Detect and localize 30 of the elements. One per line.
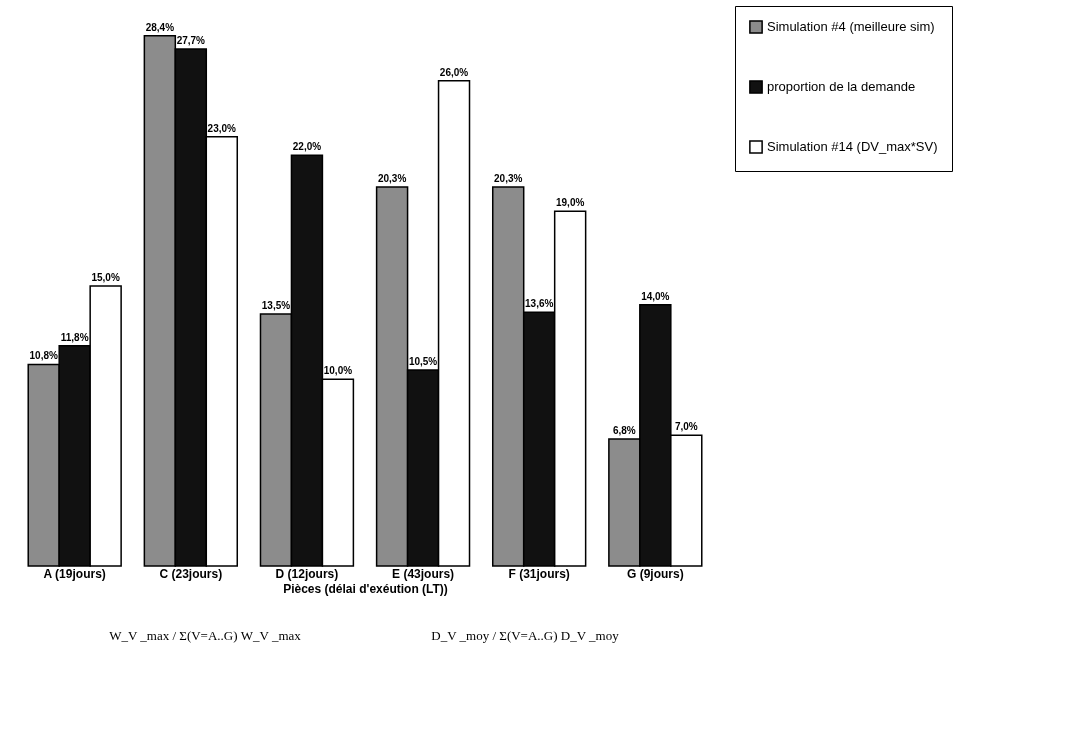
x-tick-label: G (9jours) (626, 566, 684, 581)
data-label: 13,5% (261, 300, 291, 311)
legend-label: proportion de la demande (767, 79, 916, 94)
data-label: 14,0% (641, 290, 670, 302)
legend-label: Simulation #14 (DV_max*SV) (767, 139, 938, 154)
data-label: 20,3% (494, 173, 523, 185)
data-label: 23,0% (207, 122, 237, 134)
x-tick-label: D (12jours) (275, 566, 339, 581)
data-label: 10,0% (323, 365, 353, 377)
data-label: 22,0% (292, 141, 322, 153)
data-label: 13,6% (525, 298, 554, 310)
x-tick-label: C (23jours) (159, 566, 223, 581)
data-label: 26,0% (439, 66, 469, 78)
x-tick-label: E (43jours) (392, 566, 455, 581)
data-label: 28,4% (145, 21, 175, 33)
legend-label: Simulation #4 (meilleure sim) (767, 19, 935, 34)
data-label: 10,5% (408, 356, 438, 367)
data-label: 27,7% (176, 34, 206, 46)
data-label: 11,8% (60, 331, 89, 343)
data-label: 19,0% (555, 197, 585, 209)
x-axis-title: Pièces (délai d'exéution (LT)) (283, 581, 448, 596)
text: D_V _moy / Σ(V=A..G) D_V _moy (431, 628, 620, 643)
data-label: 20,3% (377, 173, 407, 185)
data-label: 7,0% (674, 421, 698, 433)
data-label: 6,8% (612, 425, 636, 437)
text: W_V _max / Σ(V=A..G) W_V _max (109, 628, 302, 643)
x-tick-label: A (19jours) (43, 566, 106, 581)
data-label: 10,8% (29, 350, 58, 362)
x-tick-label: F (31jours) (508, 566, 570, 581)
data-label: 15,0% (91, 272, 120, 283)
